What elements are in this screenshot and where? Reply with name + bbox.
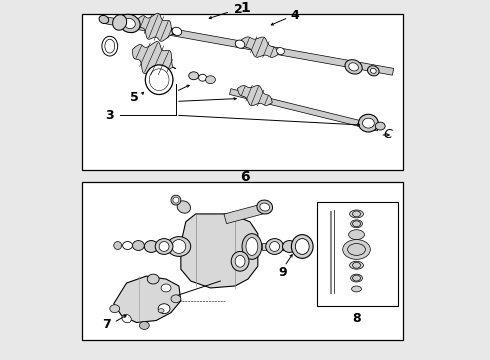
- Polygon shape: [242, 37, 278, 57]
- Ellipse shape: [102, 36, 118, 56]
- Ellipse shape: [257, 200, 272, 214]
- Ellipse shape: [158, 309, 164, 312]
- Ellipse shape: [122, 314, 131, 323]
- Polygon shape: [114, 276, 181, 323]
- Ellipse shape: [351, 220, 363, 228]
- Ellipse shape: [173, 197, 179, 203]
- Ellipse shape: [370, 68, 376, 73]
- Polygon shape: [132, 41, 176, 76]
- Text: 6: 6: [240, 170, 250, 184]
- Ellipse shape: [270, 242, 279, 251]
- Ellipse shape: [375, 122, 385, 130]
- Ellipse shape: [99, 15, 109, 24]
- Text: C: C: [384, 129, 392, 141]
- Ellipse shape: [155, 239, 173, 255]
- Text: 5: 5: [130, 91, 139, 104]
- Ellipse shape: [189, 72, 198, 80]
- Ellipse shape: [353, 211, 361, 217]
- Ellipse shape: [205, 76, 216, 84]
- Ellipse shape: [110, 305, 120, 312]
- Text: 7: 7: [102, 318, 111, 331]
- Bar: [82, 14, 403, 170]
- Text: 8: 8: [352, 312, 361, 325]
- Polygon shape: [262, 243, 304, 251]
- Ellipse shape: [119, 14, 140, 33]
- Text: 4: 4: [290, 9, 299, 22]
- Ellipse shape: [345, 60, 362, 74]
- Ellipse shape: [343, 240, 370, 259]
- Ellipse shape: [350, 210, 364, 218]
- Ellipse shape: [145, 240, 158, 252]
- Ellipse shape: [171, 295, 181, 303]
- Ellipse shape: [347, 243, 366, 255]
- Ellipse shape: [172, 27, 182, 35]
- Ellipse shape: [277, 48, 284, 55]
- Polygon shape: [229, 89, 379, 131]
- Bar: [317, 202, 398, 306]
- Ellipse shape: [353, 262, 361, 268]
- Ellipse shape: [349, 63, 358, 71]
- Ellipse shape: [198, 74, 206, 81]
- Ellipse shape: [242, 234, 262, 259]
- Ellipse shape: [246, 238, 258, 255]
- Bar: [82, 183, 403, 340]
- Ellipse shape: [122, 242, 132, 249]
- Text: 3: 3: [105, 109, 114, 122]
- Ellipse shape: [161, 284, 171, 292]
- Ellipse shape: [231, 251, 249, 271]
- Ellipse shape: [353, 275, 361, 281]
- Polygon shape: [181, 214, 258, 288]
- Polygon shape: [106, 17, 393, 75]
- Ellipse shape: [124, 18, 135, 28]
- Ellipse shape: [348, 230, 365, 240]
- Ellipse shape: [149, 69, 169, 91]
- Ellipse shape: [363, 118, 374, 128]
- Ellipse shape: [359, 114, 378, 132]
- Ellipse shape: [235, 40, 245, 48]
- Polygon shape: [224, 202, 271, 224]
- Ellipse shape: [368, 66, 379, 76]
- Ellipse shape: [351, 274, 363, 282]
- Ellipse shape: [266, 239, 284, 255]
- Ellipse shape: [350, 261, 364, 269]
- Ellipse shape: [139, 321, 149, 329]
- Ellipse shape: [171, 195, 181, 205]
- Polygon shape: [137, 13, 175, 41]
- Ellipse shape: [167, 237, 191, 256]
- Ellipse shape: [235, 255, 245, 267]
- Ellipse shape: [283, 240, 296, 252]
- Ellipse shape: [177, 201, 191, 213]
- Ellipse shape: [158, 304, 170, 314]
- Text: 1: 1: [240, 1, 250, 15]
- Text: 2: 2: [234, 3, 243, 16]
- Ellipse shape: [146, 65, 173, 95]
- Ellipse shape: [159, 242, 169, 251]
- Ellipse shape: [172, 240, 186, 253]
- Ellipse shape: [132, 240, 145, 251]
- Polygon shape: [238, 85, 272, 105]
- Ellipse shape: [353, 221, 361, 227]
- Ellipse shape: [114, 242, 122, 249]
- Ellipse shape: [292, 235, 313, 258]
- Ellipse shape: [113, 15, 127, 30]
- Ellipse shape: [105, 39, 115, 53]
- Ellipse shape: [352, 286, 362, 292]
- Text: 9: 9: [278, 266, 287, 279]
- Ellipse shape: [260, 203, 270, 211]
- Ellipse shape: [295, 239, 309, 255]
- Ellipse shape: [147, 274, 159, 284]
